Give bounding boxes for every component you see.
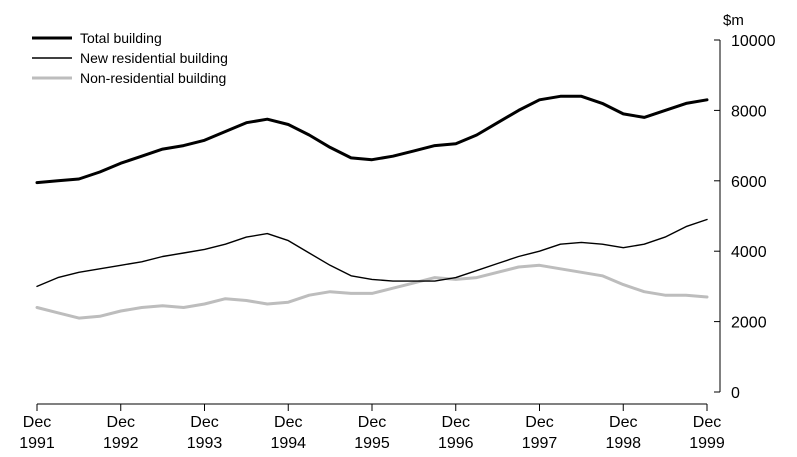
y-tick-label: 2000 <box>731 315 767 332</box>
series-line-non-residential-building <box>35 263 709 320</box>
y-axis-unit-label: $m <box>723 12 744 29</box>
y-tick-label: 8000 <box>731 103 767 120</box>
x-tick-label-year: 1991 <box>19 435 55 452</box>
y-tick-label: 6000 <box>731 174 767 191</box>
x-tick-label-month: Dec <box>442 414 470 431</box>
x-tick-label-year: 1996 <box>438 435 474 452</box>
x-tick-label-year: 1998 <box>605 435 641 452</box>
x-tick-label-month: Dec <box>274 414 302 431</box>
x-tick-label-month: Dec <box>693 414 721 431</box>
series-layer <box>35 94 709 320</box>
legend-item-new-residential-building: New residential building <box>32 50 228 66</box>
x-tick-label-year: 1997 <box>522 435 558 452</box>
y-axis-ticks: 0 2000 4000 6000 8000 10000 <box>714 33 776 402</box>
x-tick-label-year: 1999 <box>689 435 725 452</box>
x-tick-label-month: Dec <box>358 414 386 431</box>
legend: Total building New residential building … <box>32 30 228 86</box>
y-tick-label: 0 <box>731 385 740 402</box>
y-tick-label: 4000 <box>731 244 767 261</box>
x-tick-label-month: Dec <box>107 414 135 431</box>
x-tick-label-year: 1995 <box>354 435 390 452</box>
legend-label-non-residential-building: Non-residential building <box>80 70 226 86</box>
x-tick-label-month: Dec <box>525 414 553 431</box>
x-tick-label-month: Dec <box>23 414 51 431</box>
y-tick-label: 10000 <box>731 33 776 50</box>
series-line-total-building <box>35 94 709 185</box>
series-line-new-residential-building <box>36 218 708 288</box>
x-tick-label-year: 1992 <box>103 435 139 452</box>
legend-label-new-residential-building: New residential building <box>80 50 228 66</box>
x-tick-label-month: Dec <box>609 414 637 431</box>
x-tick-label-month: Dec <box>190 414 218 431</box>
x-tick-label-year: 1994 <box>270 435 306 452</box>
legend-item-total-building: Total building <box>32 30 162 46</box>
x-tick-label-year: 1993 <box>187 435 223 452</box>
legend-label-total-building: Total building <box>80 30 162 46</box>
x-axis-ticks: Dec 1991 Dec 1992 Dec 1993 Dec 1994 Dec 1995 Dec 19… <box>19 404 725 452</box>
legend-item-non-residential-building: Non-residential building <box>32 70 226 86</box>
